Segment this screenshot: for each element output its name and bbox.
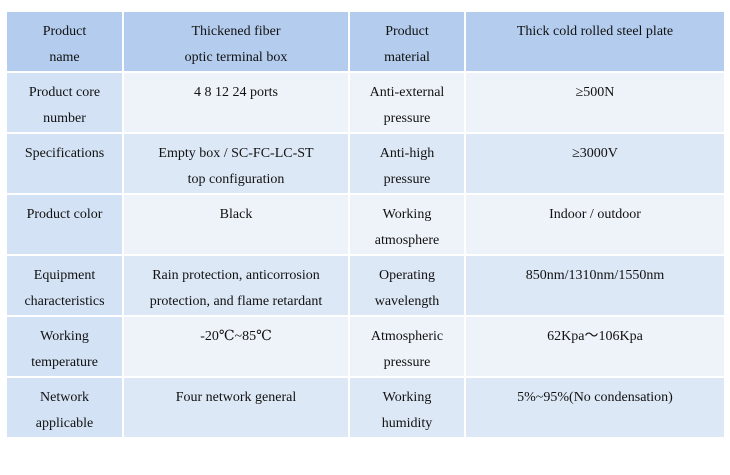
field-label: Anti-high pressure (348, 132, 466, 195)
field-label: Product color (5, 193, 124, 256)
field-value: Four network general (122, 376, 350, 439)
field-value: 850nm/1310nm/1550nm (464, 254, 726, 317)
field-label: Product core number (5, 71, 124, 134)
field-label: Specifications (5, 132, 124, 195)
field-label: Anti-external pressure (348, 71, 466, 134)
table-row: Network applicable Four network general Wo… (5, 376, 726, 439)
field-value: 62Kpa～106Kpa (464, 315, 726, 378)
field-label: Working temperature (5, 315, 124, 378)
field-value: Indoor / outdoor (464, 193, 726, 256)
field-label: Atmospheric pressure (348, 315, 466, 378)
field-label: Working atmosphere (348, 193, 466, 256)
field-value: ≥3000V (464, 132, 726, 195)
field-value: Thickened fiber optic terminal box (122, 10, 350, 73)
field-label: Operating wavelength (348, 254, 466, 317)
table-row: Equipment characteristics Rain protection… (5, 254, 726, 317)
field-value: 4 8 12 24 ports (122, 71, 350, 134)
field-value: Rain protection, anticorrosion protectio… (122, 254, 350, 317)
field-label: Network applicable (5, 376, 124, 439)
table-row: Product core number 4 8 12 24 ports Anti-e… (5, 71, 726, 134)
table-row: Working temperature -20℃~85℃ Atmospheric p… (5, 315, 726, 378)
field-value: 5%~95%(No condensation) (464, 376, 726, 439)
field-label: Product name (5, 10, 124, 73)
field-label: Product material (348, 10, 466, 73)
table-row: Product color Black Working atmosphere Indo… (5, 193, 726, 256)
table-row: Product name Thickened fiber optic termin… (5, 10, 726, 73)
spec-table: Product name Thickened fiber optic termin… (5, 10, 726, 439)
field-value: ≥500N (464, 71, 726, 134)
field-value: Thick cold rolled steel plate (464, 10, 726, 73)
field-label: Working humidity (348, 376, 466, 439)
field-value: Black (122, 193, 350, 256)
field-value: -20℃~85℃ (122, 315, 350, 378)
field-label: Equipment characteristics (5, 254, 124, 317)
field-value: Empty box / SC-FC-LC-ST top configuratio… (122, 132, 350, 195)
table-row: Specifications Empty box / SC-FC-LC-ST to… (5, 132, 726, 195)
table-body: Product name Thickened fiber optic termin… (5, 10, 726, 439)
